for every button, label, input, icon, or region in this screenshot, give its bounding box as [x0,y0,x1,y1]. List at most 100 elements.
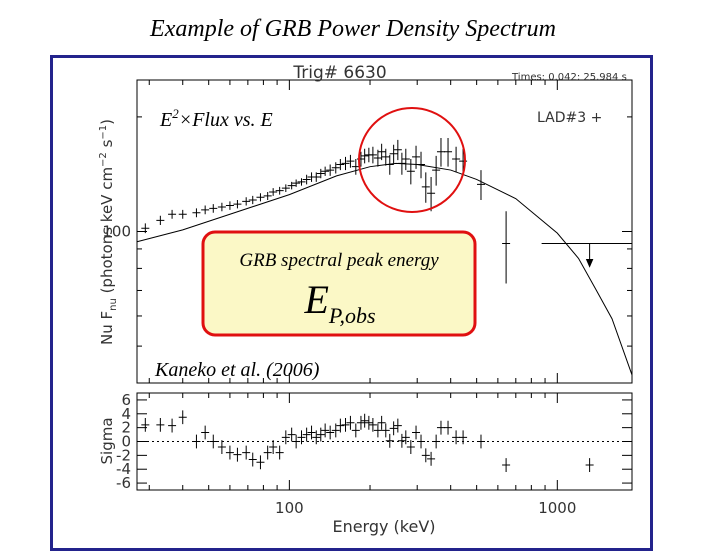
data-point [209,434,218,449]
x-axis-label: Energy (keV) [332,517,435,536]
data-point [287,427,296,442]
data-point [263,191,272,200]
data-point [377,415,386,430]
data-point [281,430,290,445]
formula-base: E [159,109,172,131]
model-line [136,162,633,376]
y-tick-label: 2 [121,419,131,437]
data-point [401,148,410,171]
data-point [360,413,369,428]
data-point [263,445,272,460]
data-point [302,174,311,185]
y-tick-label: 0 [121,433,131,451]
data-point [432,155,441,186]
data-point [436,420,445,435]
data-point [312,172,321,182]
data-point [336,418,345,433]
data-point [346,154,355,168]
data-point [275,445,284,460]
formula-rest: ×Flux vs. E [179,109,273,131]
data-point [436,138,445,167]
data-point [201,205,210,215]
y-label-exp: −1 [98,125,109,140]
data-point [341,156,350,171]
data-point [302,427,311,442]
data-point [326,425,335,440]
y-label-sub: nu [108,298,119,311]
data-point [287,181,296,190]
data-point [331,423,340,438]
data-point [269,440,278,454]
data-point [346,415,355,430]
y-label-mid: s [98,139,116,152]
data-point [192,208,201,218]
data-point [321,166,330,176]
data-point [297,178,306,186]
data-point [417,434,426,449]
peak-symbol: EP,obs [303,277,375,328]
y-tick-label: -4 [116,460,131,478]
upper-limit [541,242,632,268]
data-point [432,434,441,449]
data-point [476,434,485,449]
data-point [368,417,377,432]
data-point [459,430,468,445]
data-point [444,138,453,167]
data-point [393,418,402,433]
data-point [275,186,284,195]
data-point [316,168,325,179]
data-point [389,421,398,436]
y-tick-label: 6 [121,391,131,409]
formula: E2×Flux vs. E [159,106,273,131]
data-point [242,445,251,460]
data-point [281,184,290,192]
data-point [292,434,301,449]
data-point [406,440,415,454]
data-point [326,164,335,176]
data-point [364,415,373,430]
data-point [476,170,485,200]
y-label-main: Nu F [98,311,116,345]
data-point [209,204,218,213]
data-point [502,211,511,284]
data-point [156,417,165,432]
data-point [452,430,461,445]
data-point [331,162,340,174]
data-point [248,452,257,467]
data-point [256,193,265,202]
data-point [373,423,382,438]
data-point [368,146,377,164]
data-point [168,418,177,433]
data-point [381,148,390,166]
x-tick-label: 100 [275,499,304,517]
data-point [412,145,421,169]
data-point [421,448,430,463]
data-point [201,425,210,440]
data-point [316,427,325,442]
data-point [256,455,265,470]
peak-symbol-sub: P,obs [328,303,376,328]
y-label-end: ) [98,119,116,125]
data-point [412,425,421,440]
data-point [297,430,306,445]
data-point [427,451,436,466]
data-point [292,179,301,187]
data-point [444,420,453,435]
data-point [381,423,390,438]
y-axis-label: Sigma [98,417,116,464]
data-point [341,417,350,432]
chart-subtitle: Times: 0.042: 25.984 s [511,72,627,83]
data-point [178,209,187,219]
data-point [312,430,321,445]
data-point [397,152,406,175]
data-point [401,430,410,445]
data-point [406,159,415,185]
data-point [351,423,360,438]
data-point [233,199,242,209]
data-point [452,146,461,173]
data-point [393,139,402,161]
data-point [502,458,511,472]
data-point [269,188,278,196]
data-point [307,425,316,440]
